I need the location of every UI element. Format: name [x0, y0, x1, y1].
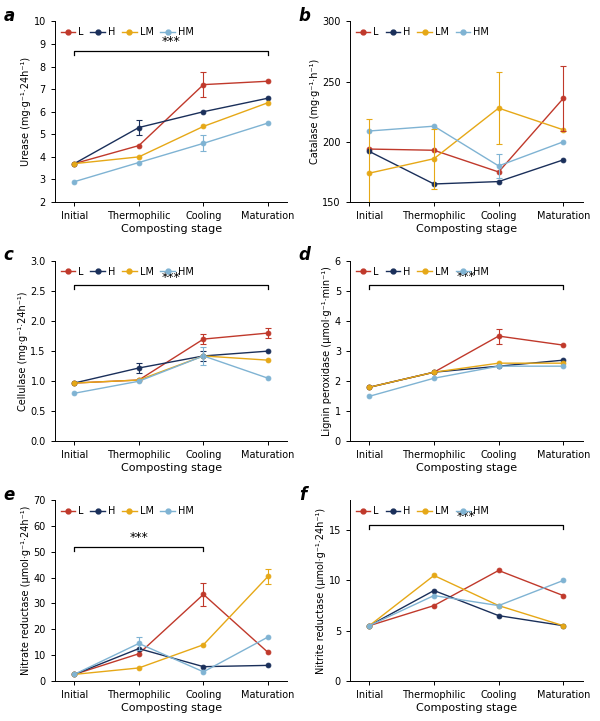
Text: a: a	[4, 7, 15, 25]
Text: f: f	[299, 486, 306, 504]
X-axis label: Composting stage: Composting stage	[121, 464, 222, 473]
X-axis label: Composting stage: Composting stage	[416, 224, 517, 234]
Text: ***: ***	[457, 510, 476, 523]
Y-axis label: Cellulase (mg·g⁻¹·24h⁻¹): Cellulase (mg·g⁻¹·24h⁻¹)	[17, 291, 28, 411]
X-axis label: Composting stage: Composting stage	[121, 224, 222, 234]
Text: ***: ***	[457, 270, 476, 283]
Text: d: d	[299, 247, 311, 265]
Text: c: c	[4, 247, 14, 265]
Text: ***: ***	[162, 270, 181, 283]
Y-axis label: Nitrite reductase (μmol·g⁻¹·24h⁻¹): Nitrite reductase (μmol·g⁻¹·24h⁻¹)	[316, 508, 326, 673]
Legend: L, H, LM, HM: L, H, LM, HM	[353, 264, 492, 280]
Y-axis label: Lignin peroxidase (μmol·g⁻¹·min⁻¹): Lignin peroxidase (μmol·g⁻¹·min⁻¹)	[322, 266, 332, 436]
Legend: L, H, LM, HM: L, H, LM, HM	[353, 503, 492, 519]
Text: b: b	[299, 7, 311, 25]
Text: ***: ***	[130, 531, 148, 544]
Legend: L, H, LM, HM: L, H, LM, HM	[58, 503, 197, 519]
Y-axis label: Urease (mg·g⁻¹·24h⁻¹): Urease (mg·g⁻¹·24h⁻¹)	[21, 57, 31, 167]
X-axis label: Composting stage: Composting stage	[416, 703, 517, 712]
X-axis label: Composting stage: Composting stage	[416, 464, 517, 473]
Legend: L, H, LM, HM: L, H, LM, HM	[353, 25, 492, 40]
Y-axis label: Nitrate reductase (μmol·g⁻¹·24h⁻¹): Nitrate reductase (μmol·g⁻¹·24h⁻¹)	[20, 506, 31, 676]
Legend: L, H, LM, HM: L, H, LM, HM	[58, 264, 197, 280]
Y-axis label: Catalase (mg·g⁻¹·h⁻¹): Catalase (mg·g⁻¹·h⁻¹)	[310, 59, 320, 164]
X-axis label: Composting stage: Composting stage	[121, 703, 222, 712]
Legend: L, H, LM, HM: L, H, LM, HM	[58, 25, 197, 40]
Text: ***: ***	[162, 35, 181, 48]
Text: e: e	[4, 486, 15, 504]
